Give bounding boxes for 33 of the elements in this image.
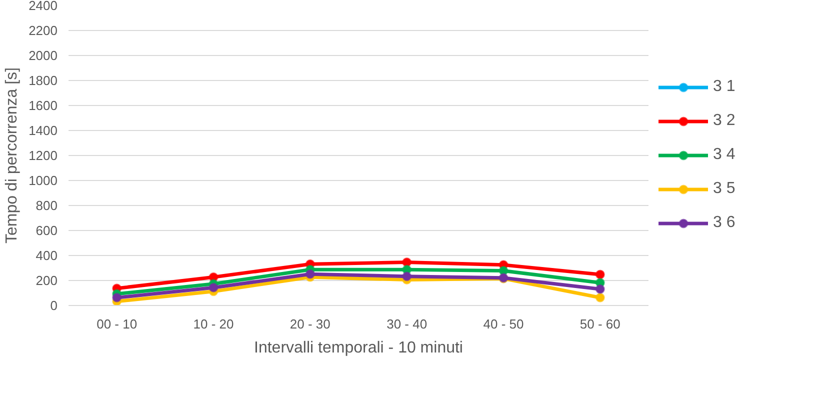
y-axis-title: Tempo di percorrenza [s] — [4, 67, 21, 244]
y-tick-label: 1600 — [28, 98, 58, 113]
legend-label: 3 4 — [713, 146, 736, 164]
point — [595, 284, 605, 294]
legend-label: 3 2 — [713, 112, 736, 130]
y-tick-label: 2400 — [28, 0, 58, 13]
legend-label: 3 5 — [713, 180, 736, 198]
y-tick-label: 200 — [36, 273, 58, 288]
point — [402, 272, 412, 282]
x-tick-label: 10 - 20 — [193, 316, 234, 332]
y-tick-label: 600 — [36, 223, 58, 238]
y-tick-label: 400 — [36, 248, 58, 263]
x-tick-label: 20 - 30 — [290, 316, 330, 332]
point — [595, 270, 605, 280]
y-tick-label: 800 — [36, 198, 58, 213]
x-tick-label: 50 - 60 — [580, 316, 620, 332]
y-tick-label: 1800 — [28, 73, 58, 88]
point — [595, 292, 605, 302]
point — [305, 269, 315, 279]
legend-label: 3 6 — [713, 214, 736, 232]
y-tick-label: 2200 — [28, 23, 58, 38]
point — [112, 292, 122, 302]
x-tick-label: 00 - 10 — [96, 316, 138, 332]
y-tick-label: 0 — [50, 298, 58, 313]
x-tick-label: 40 - 50 — [483, 316, 524, 332]
y-tick-label: 1000 — [28, 173, 58, 188]
y-tick-label: 2000 — [28, 48, 58, 63]
y-tick-label: 1400 — [28, 123, 58, 138]
x-axis-title: Intervalli temporali - 10 minuti — [254, 340, 463, 356]
y-tick-label: 1200 — [28, 148, 58, 163]
point — [208, 282, 218, 292]
legend-label: 3 1 — [713, 78, 736, 96]
x-tick-label: 30 - 40 — [386, 316, 428, 332]
